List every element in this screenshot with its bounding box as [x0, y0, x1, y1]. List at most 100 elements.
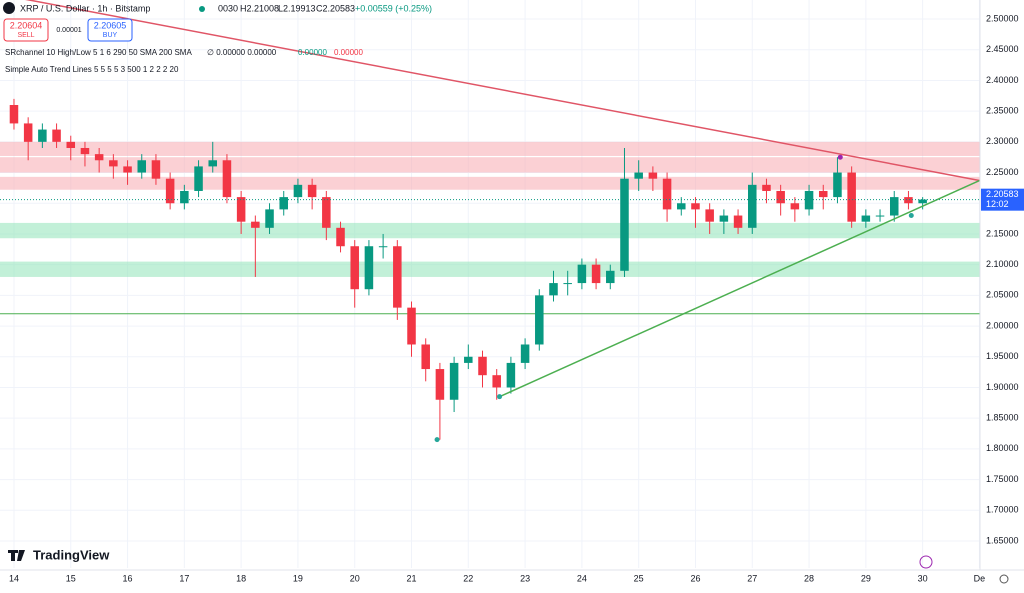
candle-body	[80, 147, 90, 155]
indicator-1: SRchannel 10 High/Low 5 1 6 290 50 SMA 2…	[5, 48, 192, 57]
buy-button[interactable]	[87, 18, 133, 42]
pivot-point	[497, 394, 503, 400]
countdown: 12:02	[986, 199, 1009, 209]
ohlc-open: 0030	[218, 3, 238, 13]
candle-body	[52, 129, 61, 142]
y-tick-label: 2.05000	[986, 290, 1019, 300]
candle-body	[236, 197, 246, 222]
candle-body	[904, 197, 913, 204]
candle-body	[393, 246, 402, 308]
candle-body	[350, 246, 359, 290]
sell-price: 2.20604	[10, 20, 43, 30]
y-tick-label: 2.30000	[986, 136, 1019, 146]
logo: TradingView	[33, 547, 110, 562]
y-tick-label: 2.35000	[986, 106, 1019, 116]
candle-body	[492, 375, 501, 388]
candle-body	[66, 141, 76, 148]
replay-icon[interactable]	[919, 555, 933, 569]
symbol: XRP / U.S. Dollar · 1h · Bitstamp	[20, 3, 150, 13]
y-tick-label: 2.00000	[986, 320, 1019, 330]
y-tick-label: 1.75000	[986, 474, 1019, 484]
y-tick-label: 2.25000	[986, 167, 1019, 177]
candle-body	[762, 184, 771, 191]
x-tick-label: 14	[9, 573, 19, 583]
indicator-2: Simple Auto Trend Lines 5 5 5 5 3 500 1 …	[5, 65, 179, 74]
candle-body	[577, 264, 587, 284]
sr-zone	[0, 261, 980, 277]
last-price-label: 2.20583	[986, 189, 1019, 199]
spread: 0.00001	[56, 27, 81, 34]
y-tick-label: 1.95000	[986, 351, 1019, 361]
y-tick-label: 2.40000	[986, 75, 1019, 85]
x-tick-label: 24	[577, 573, 587, 583]
candle-body	[435, 369, 445, 400]
candle-body	[705, 209, 714, 222]
candle-body	[165, 178, 175, 204]
x-tick-label: 22	[463, 573, 473, 583]
pivot-point	[434, 437, 440, 443]
symbol-icon	[3, 2, 15, 14]
candle-body	[123, 166, 132, 173]
candle-body	[648, 172, 658, 179]
candle-body	[180, 190, 189, 204]
candle-body	[691, 203, 700, 210]
indicator-1-red: 0.00000	[334, 48, 363, 57]
candle-body	[94, 154, 104, 161]
candle-body	[38, 129, 47, 142]
ohlc-change: +0.00559 (+0.25%)	[355, 3, 432, 13]
candle-body	[378, 246, 388, 248]
sr-zone	[0, 222, 980, 239]
candle-body	[591, 264, 601, 284]
x-tick-label: 26	[690, 573, 700, 583]
candle-body	[307, 184, 317, 198]
candle-body	[222, 160, 232, 198]
market-status	[199, 6, 205, 12]
x-tick-label: 23	[520, 573, 530, 583]
pivot-point	[837, 154, 843, 160]
sell-button[interactable]	[3, 18, 49, 42]
candle-body	[776, 190, 785, 204]
y-tick-label: 1.90000	[986, 382, 1019, 392]
candle-body	[151, 160, 161, 179]
ohlc-close: C2.20583	[316, 3, 355, 13]
settings-icon[interactable]	[999, 574, 1009, 584]
candle-body	[549, 283, 558, 296]
y-tick-label: 1.80000	[986, 443, 1019, 453]
x-tick-label: 15	[66, 573, 76, 583]
sell-label: SELL	[17, 32, 34, 39]
x-tick-label: 18	[236, 573, 246, 583]
y-tick-label: 2.45000	[986, 44, 1019, 54]
x-tick-label: 16	[123, 573, 133, 583]
candle-body	[677, 203, 686, 210]
candle-body	[208, 160, 218, 167]
indicator-1-values: ∅ 0.00000 0.00000	[207, 48, 277, 57]
candle-body	[265, 209, 274, 228]
y-tick-label: 2.15000	[986, 228, 1019, 238]
candle-body	[606, 270, 615, 284]
candle-body	[748, 184, 757, 228]
candle-body	[137, 160, 147, 173]
candle-body	[194, 166, 203, 191]
x-tick-label: 21	[407, 573, 417, 583]
candle-body	[293, 184, 303, 198]
indicator-1-green: 0.00000	[298, 48, 327, 57]
candle-body	[279, 197, 288, 210]
pivot-point	[908, 213, 914, 219]
candle-body	[861, 215, 871, 222]
y-tick-label: 1.65000	[986, 535, 1019, 545]
sr-zone	[0, 141, 980, 156]
x-tick-label: 30	[918, 573, 928, 583]
candle-body	[662, 178, 672, 210]
y-tick-label: 1.70000	[986, 505, 1019, 515]
candle-body	[322, 197, 331, 228]
candle-body	[407, 307, 416, 345]
logo-mark	[8, 550, 25, 561]
candle-body	[733, 215, 743, 228]
candle-body	[918, 199, 927, 204]
candle-body	[464, 356, 473, 363]
candle-body	[804, 190, 814, 210]
candle-body	[449, 362, 459, 400]
x-tick-label: 27	[747, 573, 757, 583]
candle-body	[875, 215, 885, 217]
